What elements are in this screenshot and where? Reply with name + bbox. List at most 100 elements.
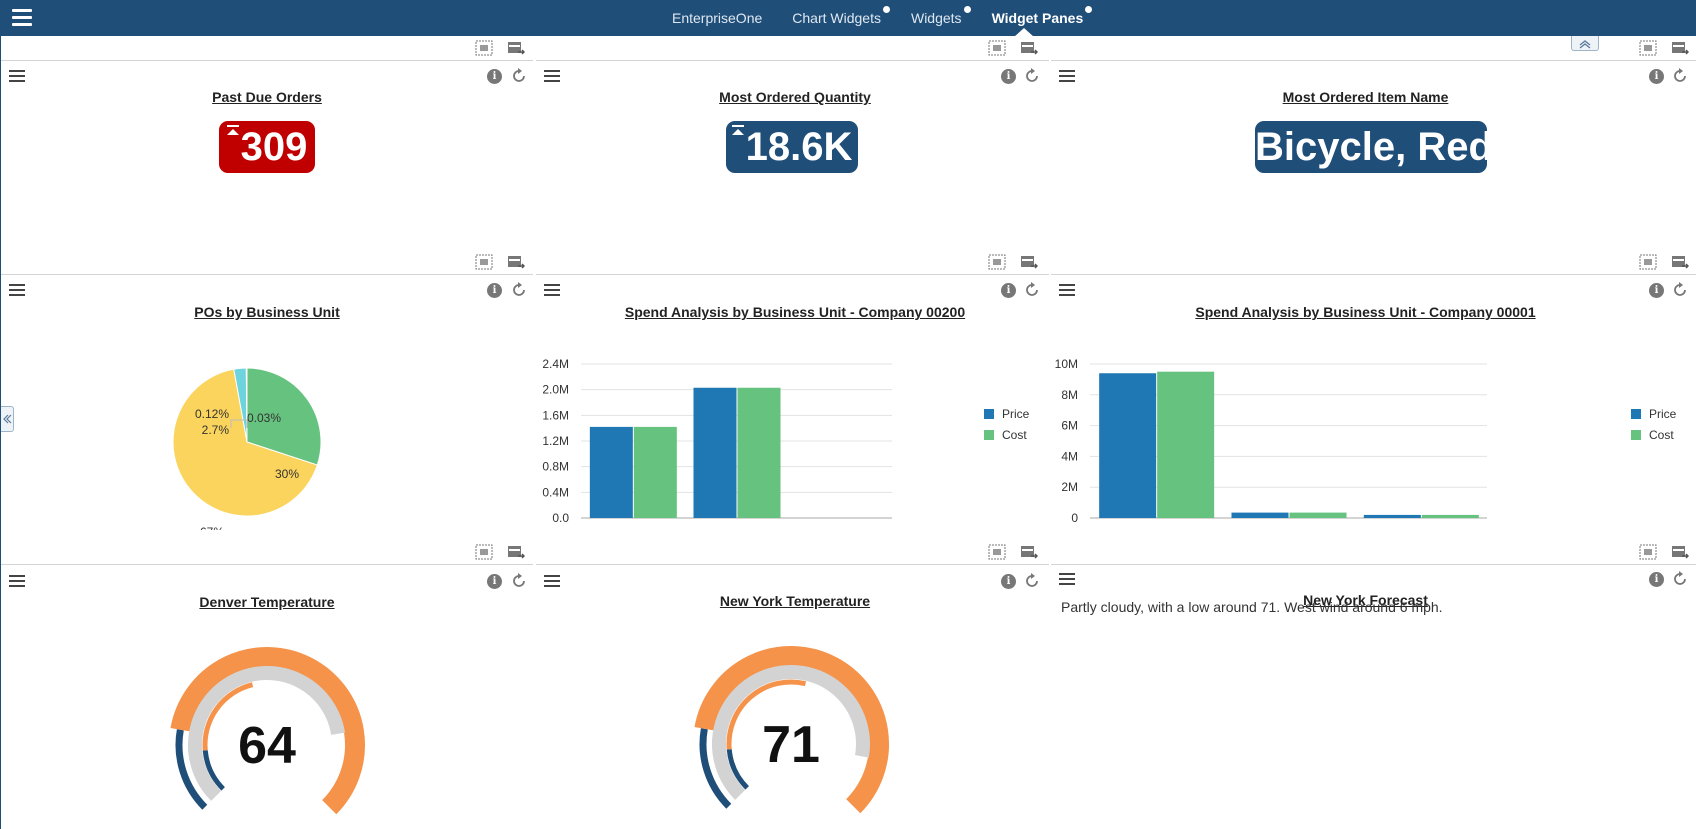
info-icon[interactable]: i [487,69,502,84]
pie-slice[interactable] [172,368,318,517]
pane-title[interactable]: Most Ordered Item Name [1282,89,1449,105]
tab-chart-widgets[interactable]: Chart Widgets [792,6,890,26]
y-tick-label: 10M [1055,357,1078,371]
pane-title[interactable]: Most Ordered Quantity [719,89,871,105]
kpi-badge: 309 [219,121,315,173]
pane-menu-icon[interactable] [1059,284,1075,296]
tab-widget-panes[interactable]: Widget Panes [991,6,1093,26]
export-icon[interactable] [1020,254,1038,270]
gauge-value: 71 [762,716,820,774]
tab-label: Widget Panes [991,10,1084,26]
bar-cost[interactable] [737,387,781,518]
legend-item-cost[interactable]: Cost [984,427,1029,442]
bar-price[interactable] [1099,373,1157,518]
maximize-icon[interactable] [475,254,493,270]
refresh-icon[interactable] [1023,572,1041,590]
active-tab-caret [1014,28,1034,37]
export-icon[interactable] [507,40,525,56]
y-tick-label: 0.0 [552,511,569,525]
pane-menu-icon[interactable] [9,70,25,82]
bar-cost[interactable] [1289,512,1347,518]
gauge-inner-high [202,682,254,751]
bar-cost[interactable] [1157,371,1215,518]
refresh-icon[interactable] [1671,570,1689,588]
maximize-icon[interactable] [988,544,1006,560]
refresh-icon[interactable] [1671,281,1689,299]
export-icon[interactable] [1020,544,1038,560]
bar-cost[interactable] [633,426,677,518]
temperature-gauge: 64 [170,647,365,815]
refresh-icon[interactable] [1671,67,1689,85]
pane-menu-icon[interactable] [544,575,560,587]
legend-label: Price [1002,406,1030,421]
bar-cost[interactable] [1421,514,1479,518]
legend-label: Cost [1002,427,1027,442]
export-icon[interactable] [1671,254,1689,270]
y-tick-label: 0.8M [542,460,569,474]
legend-item-price[interactable]: Price [984,406,1030,421]
bar-price[interactable] [1363,514,1421,518]
pane-title[interactable]: Spend Analysis by Business Unit - Compan… [1195,304,1536,320]
left-edge [0,36,1,829]
export-icon[interactable] [507,254,525,270]
pane-toolbar [1051,540,1696,565]
refresh-icon[interactable] [510,572,528,590]
refresh-icon[interactable] [510,281,528,299]
info-icon[interactable]: i [1001,69,1016,84]
info-icon[interactable]: i [1001,574,1016,589]
bar-price[interactable] [1231,512,1289,518]
gauge-outer-low [175,729,208,810]
pie-slice[interactable] [246,367,322,466]
pane-menu-icon[interactable] [544,70,560,82]
tab-widgets[interactable]: Widgets [910,6,971,26]
maximize-icon[interactable] [988,40,1006,56]
tab-label: Widgets [910,10,962,26]
export-icon[interactable] [1020,40,1038,56]
main-menu-icon[interactable] [12,9,32,27]
pane-menu-icon[interactable] [9,575,25,587]
export-icon[interactable] [1671,40,1689,56]
tab-label: Chart Widgets [792,10,881,26]
pane-title[interactable]: New York Temperature [719,593,871,609]
pane-title[interactable]: Denver Temperature [199,594,335,610]
maximize-icon[interactable] [1639,40,1657,56]
gauge-value-track [188,666,346,801]
pane-toolbar [1,36,533,61]
refresh-icon[interactable] [510,67,528,85]
refresh-icon[interactable] [1023,281,1041,299]
maximize-icon[interactable] [988,254,1006,270]
notification-dot [963,6,971,13]
pane-past-due-orders: i Past Due Orders 309 [1,36,533,247]
pane-title[interactable]: Spend Analysis by Business Unit - Compan… [624,304,966,320]
gauge-inner-low [726,749,749,790]
collapse-left-icon[interactable] [1,406,14,432]
info-icon[interactable]: i [487,283,502,298]
tab-enterpriseone[interactable]: EnterpriseOne [672,10,762,26]
bar-price[interactable] [589,426,633,518]
pane-title[interactable]: New York Forecast [1303,592,1428,608]
pane-menu-icon[interactable] [544,284,560,296]
maximize-icon[interactable] [475,40,493,56]
export-icon[interactable] [507,544,525,560]
export-icon[interactable] [1671,544,1689,560]
info-icon[interactable]: i [1001,283,1016,298]
gauge-value: 64 [238,717,296,775]
info-icon[interactable]: i [1649,572,1664,587]
info-icon[interactable]: i [1649,69,1664,84]
pane-title[interactable]: POs by Business Unit [194,304,340,320]
pane-menu-icon[interactable] [9,284,25,296]
info-icon[interactable]: i [1649,283,1664,298]
bar-price[interactable] [693,387,737,518]
maximize-icon[interactable] [1639,254,1657,270]
pane-menu-icon[interactable] [1059,573,1075,585]
pane-menu-icon[interactable] [1059,70,1075,82]
legend-item-cost[interactable]: Cost [1631,428,1676,442]
pane-title[interactable]: Past Due Orders [212,89,322,105]
maximize-icon[interactable] [1639,544,1657,560]
maximize-icon[interactable] [475,544,493,560]
legend-item-price[interactable]: Price [1631,407,1676,421]
refresh-icon[interactable] [1023,67,1041,85]
collapse-up-icon[interactable] [1571,36,1599,51]
info-icon[interactable]: i [487,574,502,589]
gauge-inner-low [202,750,225,791]
